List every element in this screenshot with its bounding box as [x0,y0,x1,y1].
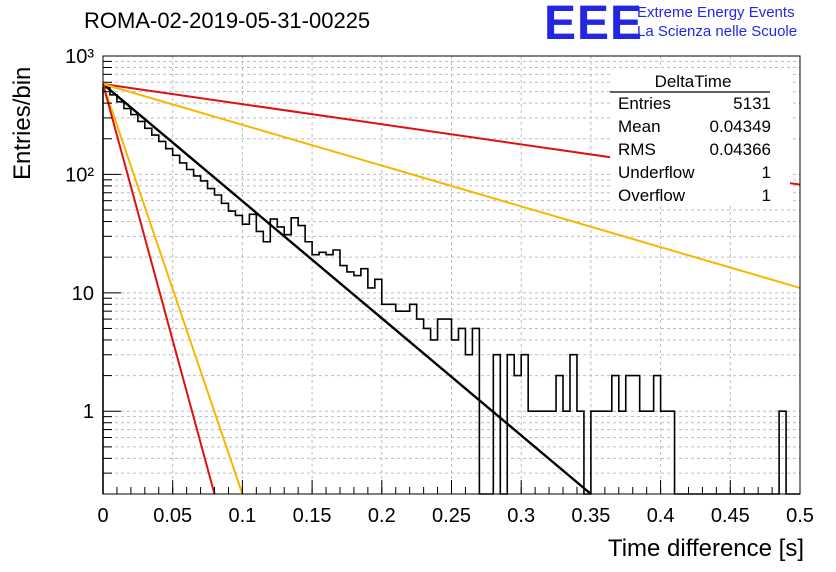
y-tick-label: 10² [65,164,94,186]
stats-box: DeltaTime Entries 5131 Mean 0.04349 RMS … [610,68,790,205]
logo-caption: Extreme Energy Events La Scienza nelle S… [637,3,797,41]
stats-value-underflow: 1 [762,163,771,182]
x-tick-labels: 0 0.05 0.1 0.15 0.2 0.25 0.3 0.35 0.4 0.45 0.5 [97,505,813,527]
eee-logo: EEE [544,0,644,50]
logo-line-2: La Scienza nelle Scuole [637,23,798,40]
stats-label-mean: Mean [618,117,661,136]
x-tick-label: 0.05 [153,505,192,527]
stats-value-overflow: 1 [762,186,771,205]
stats-label-overflow: Overflow [618,186,686,205]
y-tick-labels: 1 10 10² 10³ [65,46,94,423]
histogram-outline [102,86,800,495]
x-tick-label: 0.2 [368,505,396,527]
x-tick-label: 0.4 [647,505,675,527]
stats-value-mean: 0.04349 [710,117,771,136]
stats-label-entries: Entries [618,94,671,113]
y-tick-label: 1 [83,401,94,423]
stats-value-rms: 0.04366 [710,140,771,159]
stats-label-rms: RMS [618,140,656,159]
grid-lines [102,55,801,495]
x-axis-label: Time difference [s] [607,535,804,562]
fit-line [102,83,244,495]
fit-line [102,83,216,495]
y-axis-label: Entries/bin [9,66,36,180]
stats-name: DeltaTime [655,72,732,91]
axis-ticks [102,60,801,495]
x-tick-label: 0.5 [786,505,814,527]
x-tick-label: 0.25 [432,505,471,527]
stats-value-entries: 5131 [733,94,771,113]
x-tick-label: 0.35 [571,505,610,527]
histogram [102,86,800,495]
x-tick-label: 0.45 [711,505,750,527]
x-tick-label: 0.1 [228,505,256,527]
y-tick-label: 10 [72,283,94,305]
stats-label-underflow: Underflow [618,163,695,182]
logo-line-1: Extreme Energy Events [637,4,795,21]
fit-line [102,83,592,495]
y-tick-label: 10³ [65,46,94,68]
x-tick-label: 0 [97,505,108,527]
fit-line [102,83,801,289]
x-tick-label: 0.15 [293,505,332,527]
x-tick-label: 0.3 [507,505,535,527]
chart-title: ROMA-02-2019-05-31-00225 [84,8,371,33]
